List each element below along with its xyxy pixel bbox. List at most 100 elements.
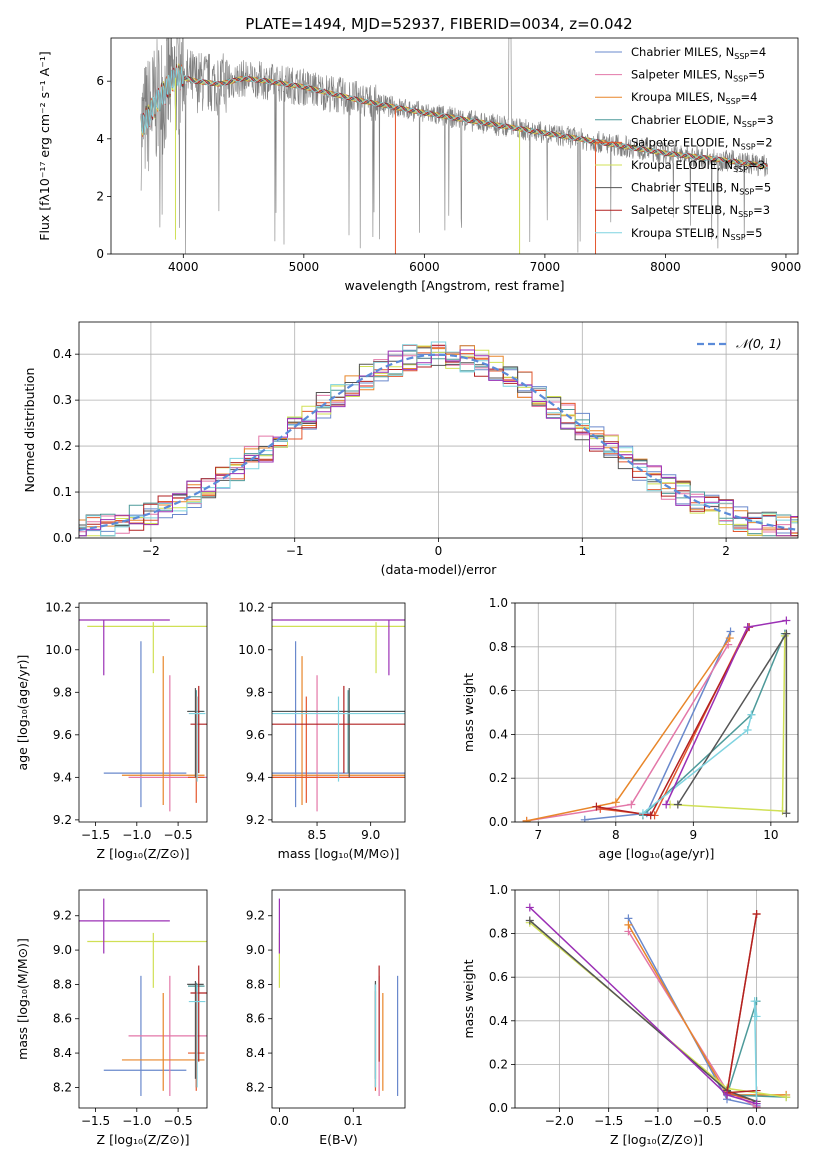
mass-vs-ebv-plot-area <box>278 898 399 1096</box>
weight-point-marker <box>743 623 752 632</box>
age-vs-Z-ylabel: age [log₁₀(age/yr)] <box>15 655 30 771</box>
spectrum-x-tick-label: 4000 <box>168 260 199 274</box>
weight-vs-Z-x-tick-label: −1.5 <box>594 1114 623 1128</box>
age-vs-Z-x-tick-label: −0.5 <box>164 828 193 842</box>
age-vs-Z-x-tick-label: −1.0 <box>122 828 151 842</box>
weight-vs-Z-y-tick-label: 0.2 <box>489 1057 508 1071</box>
spectrum-y-tick-label: 0 <box>96 247 104 261</box>
mass-vs-ebv-panel: 0.0 0.1 8.2 8.4 8.6 8.8 9.0 9.2 E(B-V) <box>246 889 406 1147</box>
normal-curve-line <box>79 353 798 531</box>
mass-vs-Z-frame <box>78 889 208 1109</box>
legend-entry-label: 𝒩(0, 1) <box>736 336 782 351</box>
mass-vs-ebv-y-tick-label: 8.2 <box>246 1080 265 1094</box>
weight-vs-age-y-tick-label: 0.8 <box>489 640 508 654</box>
mass-vs-ebv-y-tick-label: 9.0 <box>246 943 265 957</box>
weight-point-marker <box>752 1099 761 1108</box>
weight-vs-age-plot-area <box>522 616 791 822</box>
residual-histogram-step <box>79 349 798 537</box>
weight-point-marker <box>752 909 761 918</box>
weight-vs-Z-xlabel: Z [log₁₀(Z/Z⊙)] <box>610 1132 703 1147</box>
spectrum-y-tick-label: 2 <box>96 189 104 203</box>
age-vs-Z-y-tick-label: 9.4 <box>53 770 72 784</box>
weight-point-marker <box>782 809 791 818</box>
weight-vs-age-y-tick-label: 0.4 <box>489 727 508 741</box>
weight-point-marker <box>611 798 620 807</box>
weight-vs-Z-x-tick-label: −1.0 <box>643 1114 672 1128</box>
age-vs-Z-plot-area <box>79 619 207 812</box>
age-vs-mass-y-tick-label: 9.2 <box>246 813 265 827</box>
weight-vs-Z-panel: −2.0 −1.5 −1.0 −0.5 0.0 0.0 0.2 0.4 0.6 0.8 1.0 Z [… <box>461 883 799 1147</box>
weight-point-marker <box>782 1093 791 1102</box>
mass-vs-ebv-x-tick-label: 0.1 <box>344 1114 363 1128</box>
weight-point-marker <box>778 807 787 816</box>
spectrum-y-tick-label: 6 <box>96 74 104 88</box>
residuals-y-tick-label: 0.1 <box>53 485 72 499</box>
weight-vs-age-y-tick-label: 0.2 <box>489 771 508 785</box>
weight-line <box>584 631 732 821</box>
mass-vs-ebv-y-tick-label: 8.6 <box>246 1012 265 1026</box>
age-vs-mass-x-tick-label: 9.0 <box>361 828 380 842</box>
weight-point-marker <box>673 800 682 809</box>
age-vs-mass-y-tick-label: 9.6 <box>246 728 265 742</box>
spectrum-legend: Chabrier MILES, NSSP=4 Salpeter MILES, NS… <box>595 45 774 242</box>
weight-vs-Z-y-tick-label: 0.8 <box>489 927 508 941</box>
legend-entry-label: Salpeter STELIB, NSSP=3 <box>631 203 770 219</box>
spectrum-x-tick-label: 7000 <box>530 260 561 274</box>
weight-line <box>526 644 729 822</box>
weight-point-marker <box>580 815 589 822</box>
age-vs-mass-y-tick-label: 9.8 <box>246 685 265 699</box>
weight-point-marker <box>747 710 756 719</box>
mass-vs-Z-x-tick-label: −1.0 <box>122 1114 151 1128</box>
weight-line <box>526 637 731 822</box>
weight-vs-age-x-tick-label: 7 <box>534 828 542 842</box>
mass-vs-Z-panel: −1.5 −1.0 −0.5 8.2 8.4 8.6 8.8 9.0 9.2 Z [log₁₀(Z… <box>15 889 208 1147</box>
weight-vs-Z-y-tick-label: 1.0 <box>489 883 508 897</box>
mass-vs-Z-y-tick-label: 9.2 <box>53 909 72 923</box>
spectrum-ylabel: Flux [fλ10⁻¹⁷ erg cm⁻² s⁻¹ A⁻¹] <box>37 51 52 240</box>
weight-point-marker <box>638 809 647 818</box>
age-vs-mass-y-tick-label: 10.2 <box>238 600 265 614</box>
mass-vs-Z-y-tick-label: 8.2 <box>53 1080 72 1094</box>
residuals-x-tick-label: 1 <box>578 544 586 558</box>
spectrum-panel: 4000 5000 6000 7000 8000 9000 0 2 4 6 wavelength [… <box>37 37 801 293</box>
spectrum-y-tick-label: 4 <box>96 132 104 146</box>
weight-vs-Z-x-tick-label: −2.0 <box>545 1114 574 1128</box>
weight-point-marker <box>592 802 601 811</box>
residual-histogram-step <box>79 341 798 537</box>
weight-point-marker <box>726 627 735 636</box>
legend-entry-label: Salpeter ELODIE, NSSP=2 <box>631 135 773 151</box>
residuals-panel: −2 −1 0 1 2 0.0 0.1 0.2 0.3 0.4 (data-model)/error… <box>22 321 799 577</box>
residuals-xlabel: (data-model)/error <box>381 562 498 577</box>
weight-vs-age-y-tick-label: 0.0 <box>489 815 508 829</box>
weight-point-marker <box>662 800 671 809</box>
legend-entry-label: Chabrier ELODIE, NSSP=3 <box>631 113 774 129</box>
residuals-x-tick-label: −2 <box>142 544 160 558</box>
weight-vs-Z-x-tick-label: 0.0 <box>747 1114 766 1128</box>
weight-vs-age-grid <box>515 602 798 823</box>
spectrum-frame <box>110 37 799 255</box>
legend-entry-label: Kroupa MILES, NSSP=4 <box>631 90 757 106</box>
spectrum-x-tick-label: 6000 <box>409 260 440 274</box>
residual-histogram-step <box>79 344 798 537</box>
weight-vs-Z-frame <box>514 889 799 1109</box>
weight-line <box>627 917 757 1107</box>
age-vs-Z-frame <box>78 602 208 823</box>
model-spectrum-line <box>140 66 768 169</box>
weight-vs-age-ylabel: mass weight <box>461 673 476 752</box>
weight-line <box>529 919 757 1103</box>
residuals-y-tick-label: 0.2 <box>53 439 72 453</box>
weight-point-marker <box>723 1090 732 1099</box>
mass-vs-ebv-frame <box>271 889 406 1109</box>
mass-vs-Z-y-tick-label: 8.8 <box>53 977 72 991</box>
weight-point-marker <box>725 634 734 643</box>
age-vs-mass-plot-area <box>272 619 405 812</box>
residuals-frame <box>78 321 799 539</box>
spectrum-x-tick-label: 5000 <box>289 260 320 274</box>
legend-entry-label: Kroupa ELODIE, NSSP=3 <box>631 158 765 174</box>
mass-vs-Z-x-tick-label: −0.5 <box>164 1114 193 1128</box>
weight-vs-Z-ylabel: mass weight <box>461 959 476 1038</box>
legend-entry-label: Chabrier STELIB, NSSP=5 <box>631 181 771 197</box>
mass-vs-ebv-y-tick-label: 8.8 <box>246 977 265 991</box>
mass-vs-Z-y-tick-label: 8.4 <box>53 1046 72 1060</box>
residuals-y-tick-label: 0.4 <box>53 347 72 361</box>
